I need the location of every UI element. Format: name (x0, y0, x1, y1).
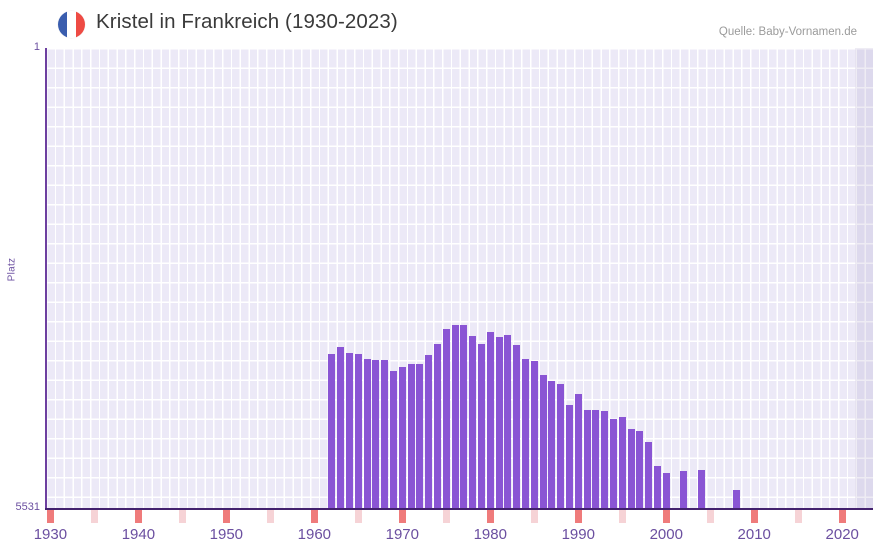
bar (433, 343, 442, 508)
x-axis-tick-mark (134, 510, 143, 523)
bar (486, 332, 494, 508)
bar (697, 470, 705, 508)
x-axis-tick-label: 1930 (33, 526, 68, 543)
x-axis-tick-label: 2000 (649, 526, 683, 543)
bar (653, 466, 661, 508)
bar (328, 354, 336, 508)
x-axis-tick-mark (178, 510, 187, 523)
x-axis-tick-label: 2020 (825, 526, 859, 543)
x-axis-tick-mark (574, 510, 582, 523)
bar (477, 344, 485, 508)
bar (389, 370, 398, 508)
bar (583, 410, 591, 508)
bar (372, 360, 380, 508)
france-flag-icon (58, 11, 85, 38)
bar (354, 354, 362, 508)
bar (381, 360, 389, 508)
bar (680, 470, 688, 508)
bar (618, 417, 626, 508)
bar (548, 381, 556, 508)
bar (425, 354, 433, 508)
bar (574, 394, 582, 508)
x-axis-tick-mark (706, 510, 714, 523)
bar (416, 364, 424, 508)
bar (539, 375, 547, 508)
x-axis-tick-label: 1940 (121, 526, 156, 543)
bar (346, 352, 354, 508)
bar (337, 346, 345, 508)
bar (398, 366, 406, 508)
x-axis-ticks: 1930 1940 1950 1960 1970 1980 1990 2000 2010 2020 (34, 510, 873, 552)
bars-layer (46, 48, 873, 508)
x-axis-tick-mark (354, 510, 362, 523)
x-axis-tick-label: 1990 (561, 526, 595, 543)
x-axis-tick-label: 1950 (209, 526, 244, 543)
bar (495, 336, 503, 508)
x-axis-tick-mark (662, 510, 670, 523)
x-axis-tick-label: 2010 (737, 526, 771, 543)
bar (460, 325, 468, 508)
x-axis-tick-mark (530, 510, 538, 523)
chart-source-label: Quelle: Baby-Vornamen.de (718, 26, 857, 38)
flag-stripe-white (67, 11, 76, 38)
x-axis-tick-mark (618, 510, 626, 523)
x-axis-tick-label: 1980 (473, 526, 507, 543)
bar (513, 344, 521, 508)
bar (442, 329, 450, 508)
x-axis-tick-mark (794, 510, 802, 523)
x-axis-tick-mark (442, 510, 450, 523)
flag-stripe-blue (58, 11, 67, 38)
bar (592, 409, 600, 508)
x-axis-line (45, 508, 873, 510)
bar (521, 359, 529, 508)
chart-title: Kristel in Frankreich (1930-2023) (96, 10, 398, 33)
x-axis-tick-mark (46, 510, 55, 523)
x-axis-tick-mark (222, 510, 231, 523)
bar (557, 384, 565, 508)
bar (530, 360, 538, 508)
y-axis-tick-bottom: 5531 (15, 501, 40, 513)
bar (636, 431, 644, 508)
bar (645, 442, 653, 508)
x-axis-tick-label: 1960 (297, 526, 332, 543)
bar (662, 472, 670, 508)
bar (733, 489, 741, 508)
x-axis-tick-mark (750, 510, 758, 523)
bar (451, 324, 459, 508)
bar (601, 410, 609, 508)
x-axis-tick-mark (838, 510, 846, 523)
plot-area (46, 48, 873, 508)
bar (609, 418, 617, 508)
x-axis-tick-label: 1970 (385, 526, 419, 543)
x-axis-tick-mark (398, 510, 406, 523)
bar (504, 334, 512, 508)
bar (627, 428, 635, 508)
bar (363, 359, 371, 508)
x-axis-tick-mark (90, 510, 99, 523)
x-axis-tick-mark (266, 510, 275, 523)
bar (407, 363, 415, 508)
chart-header: Kristel in Frankreich (1930-2023) Quelle… (0, 0, 873, 44)
x-axis-tick-mark (310, 510, 319, 523)
y-axis-title: Platz (6, 257, 18, 282)
bar (565, 404, 573, 508)
bar (469, 335, 477, 508)
y-axis-line (45, 48, 47, 508)
y-axis-tick-top: 1 (33, 41, 40, 53)
x-axis-tick-mark (486, 510, 494, 523)
flag-stripe-red (75, 11, 85, 38)
